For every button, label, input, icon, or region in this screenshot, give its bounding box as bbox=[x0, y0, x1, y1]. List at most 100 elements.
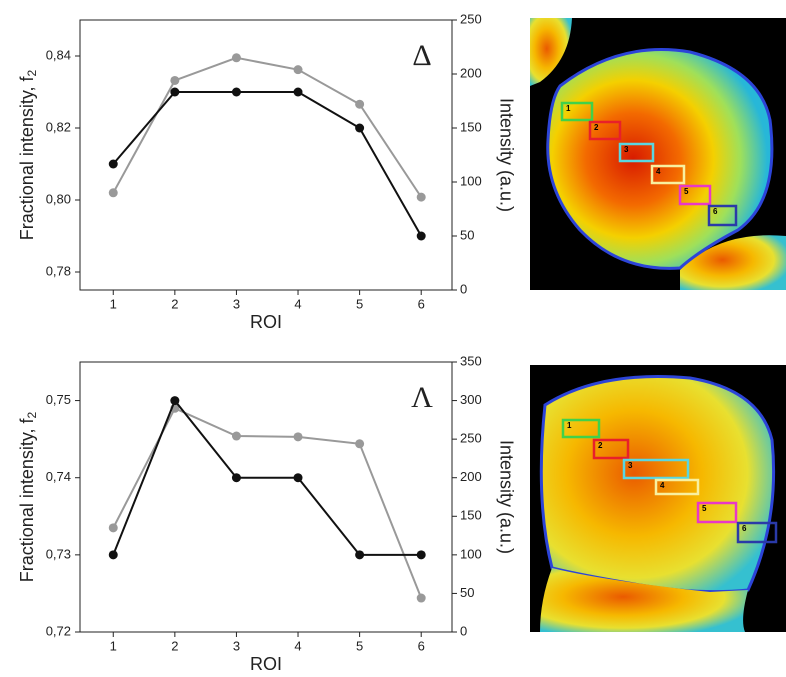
series-point bbox=[293, 473, 303, 483]
series-point bbox=[355, 123, 365, 133]
x-tick-label: 4 bbox=[294, 638, 301, 653]
series-point bbox=[170, 75, 180, 85]
roi-label: 6 bbox=[742, 524, 747, 533]
roi-label: 3 bbox=[624, 145, 629, 154]
series-point bbox=[416, 192, 426, 202]
x-tick-label: 1 bbox=[110, 638, 117, 653]
series-point bbox=[293, 87, 303, 97]
series-point bbox=[293, 432, 303, 442]
y-axis-label-sub: 2 bbox=[25, 411, 39, 418]
x-axis-label: ROI bbox=[250, 654, 282, 674]
roi-label: 2 bbox=[594, 123, 599, 132]
roi-box bbox=[560, 101, 594, 122]
x-tick-label: 2 bbox=[171, 638, 178, 653]
y2-tick-label: 250 bbox=[460, 431, 482, 446]
series-point bbox=[231, 473, 241, 483]
y2-tick-label: 0 bbox=[460, 623, 467, 638]
y2-tick-label: 300 bbox=[460, 392, 482, 407]
roi-label: 1 bbox=[567, 421, 572, 430]
roi-box bbox=[592, 438, 630, 460]
y-tick-label: 0,84 bbox=[46, 47, 71, 62]
roi-box bbox=[622, 458, 690, 480]
series-point bbox=[108, 523, 118, 533]
roi-box bbox=[618, 142, 655, 163]
y-tick-label: 0,80 bbox=[46, 191, 71, 206]
y2-tick-label: 50 bbox=[460, 227, 474, 242]
y2-tick-label: 200 bbox=[460, 65, 482, 80]
roi-label: 4 bbox=[656, 167, 661, 176]
roi-label: 4 bbox=[660, 481, 665, 490]
series-point bbox=[108, 159, 118, 169]
roi-box bbox=[561, 418, 601, 439]
roi-label: 3 bbox=[628, 461, 633, 470]
series-point bbox=[355, 550, 365, 560]
x-tick-label: 4 bbox=[294, 296, 301, 311]
y2-tick-label: 0 bbox=[460, 281, 467, 296]
y-tick-label: 0,74 bbox=[46, 469, 71, 484]
series-point bbox=[293, 65, 303, 75]
roi-label: 6 bbox=[713, 207, 718, 216]
y2-tick-label: 250 bbox=[460, 11, 482, 26]
x-tick-label: 5 bbox=[356, 296, 363, 311]
series-line bbox=[112, 91, 423, 237]
y-tick-label: 0,72 bbox=[46, 623, 71, 638]
y-tick-label: 0,78 bbox=[46, 263, 71, 278]
y-tick-label: 0,73 bbox=[46, 546, 71, 561]
series-point bbox=[416, 593, 426, 603]
x-tick-label: 6 bbox=[418, 638, 425, 653]
series-point bbox=[355, 439, 365, 449]
roi-label: 1 bbox=[566, 104, 571, 113]
y-axis-label-main: Fractional intensity, f bbox=[17, 417, 37, 582]
series-point bbox=[170, 396, 180, 406]
x-tick-label: 1 bbox=[110, 296, 117, 311]
series-point bbox=[355, 99, 365, 109]
y2-tick-label: 150 bbox=[460, 119, 482, 134]
y2-axis-label: Intensity (a.u.) bbox=[496, 98, 516, 212]
roi-box bbox=[588, 120, 622, 141]
series-point bbox=[108, 550, 118, 560]
roi-box bbox=[707, 204, 738, 227]
image-bottom bbox=[530, 365, 786, 632]
roi-label: 5 bbox=[702, 504, 707, 513]
y2-tick-label: 100 bbox=[460, 173, 482, 188]
series-point bbox=[416, 231, 426, 241]
roi-box bbox=[696, 501, 738, 524]
x-tick-label: 5 bbox=[356, 638, 363, 653]
series-point bbox=[231, 431, 241, 441]
roi-label: 5 bbox=[684, 187, 689, 196]
series-point bbox=[108, 188, 118, 198]
x-tick-label: 2 bbox=[171, 296, 178, 311]
annotation: Δ bbox=[412, 39, 431, 72]
x-tick-label: 3 bbox=[233, 296, 240, 311]
plot-frame bbox=[79, 361, 453, 633]
x-axis-label: ROI bbox=[250, 312, 282, 332]
x-tick-label: 3 bbox=[233, 638, 240, 653]
x-tick-label: 6 bbox=[418, 296, 425, 311]
y2-tick-label: 350 bbox=[460, 353, 482, 368]
roi-box bbox=[736, 521, 778, 544]
roi-label: 2 bbox=[598, 441, 603, 450]
roi-box bbox=[654, 478, 700, 496]
y2-tick-label: 100 bbox=[460, 546, 482, 561]
y-tick-label: 0,75 bbox=[46, 392, 71, 407]
y2-axis-label: Intensity (a.u.) bbox=[496, 440, 516, 554]
y-axis-label: Fractional intensity, f2 bbox=[17, 411, 39, 582]
y2-tick-label: 200 bbox=[460, 469, 482, 484]
y-axis-label-main: Fractional intensity, f bbox=[17, 75, 37, 240]
plot-frame bbox=[79, 19, 453, 291]
image-top bbox=[530, 18, 786, 290]
series-point bbox=[416, 550, 426, 560]
series-point bbox=[231, 53, 241, 63]
annotation: Λ bbox=[411, 381, 433, 414]
y2-tick-label: 50 bbox=[460, 585, 474, 600]
y2-tick-label: 150 bbox=[460, 508, 482, 523]
series-point bbox=[170, 87, 180, 97]
series-line bbox=[112, 56, 423, 198]
roi-box bbox=[650, 164, 686, 185]
series-line bbox=[112, 398, 422, 556]
y-axis-label: Fractional intensity, f2 bbox=[17, 69, 39, 240]
y-tick-label: 0,82 bbox=[46, 119, 71, 134]
roi-box bbox=[678, 184, 712, 206]
y-axis-label-sub: 2 bbox=[25, 69, 39, 76]
